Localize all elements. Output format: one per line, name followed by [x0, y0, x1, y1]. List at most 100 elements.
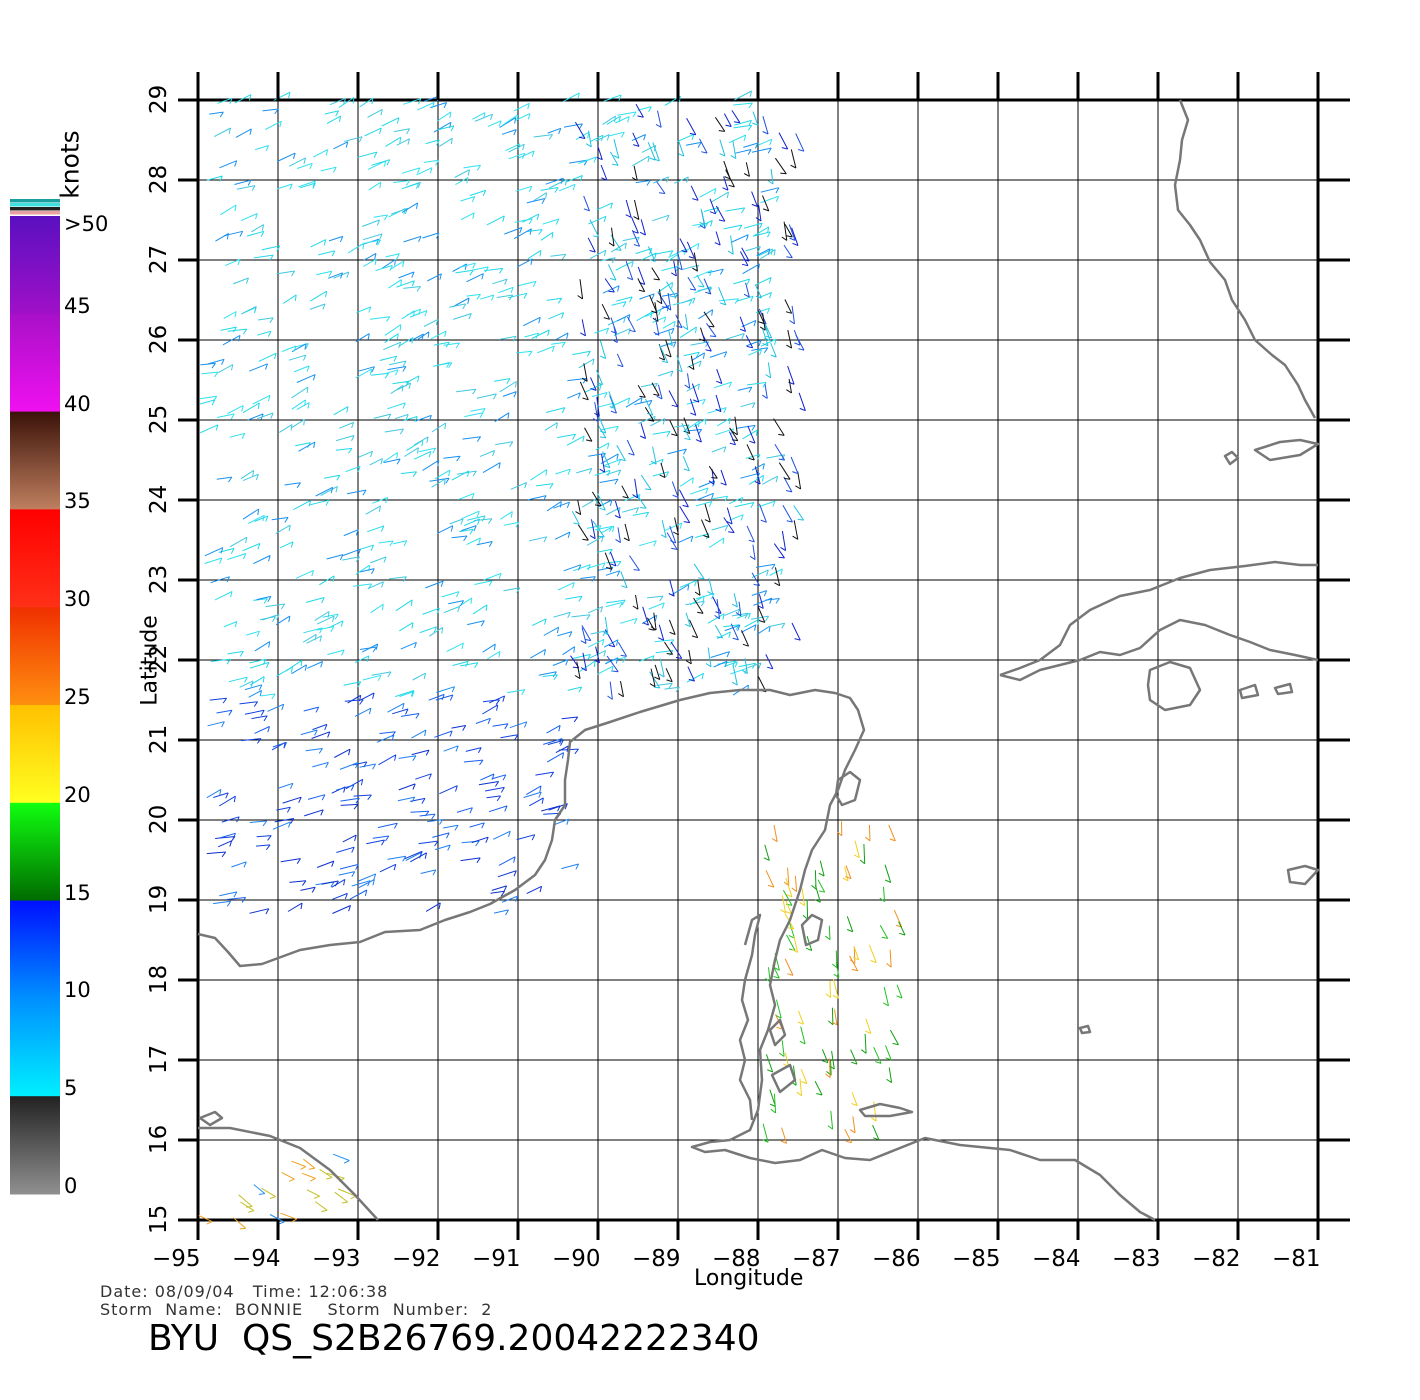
wind-barb [730, 623, 739, 641]
wind-barb [516, 258, 533, 268]
wind-barb [694, 580, 698, 587]
wind-barb [659, 344, 669, 363]
wind-barb [279, 424, 293, 433]
wind-barb [267, 703, 284, 712]
wind-barb [697, 243, 700, 250]
wind-barb [787, 973, 794, 976]
wind-barb [429, 626, 443, 637]
wind-barb [431, 102, 435, 109]
wind-barb [303, 627, 323, 634]
wind-barb [730, 234, 749, 243]
wind-barb [614, 515, 621, 519]
wind-barb [472, 212, 475, 219]
wind-barb [233, 891, 238, 898]
wind-barb [679, 326, 697, 339]
wind-barb [686, 241, 696, 259]
wind-barb [594, 327, 609, 334]
wind-barb [346, 271, 350, 278]
wind-barb [610, 242, 627, 253]
wind-barb [436, 111, 452, 122]
wind-barb [638, 415, 656, 424]
wind-barb [516, 113, 531, 121]
wind-barb [638, 655, 655, 662]
wind-barb [564, 179, 568, 186]
wind-barb [762, 342, 769, 347]
wind-barb [395, 599, 413, 612]
wind-barb [410, 810, 429, 813]
wind-barb [786, 893, 793, 898]
wind-barb [305, 343, 309, 350]
wind-barb [699, 187, 717, 198]
wind-barb [653, 612, 657, 631]
wind-barb [750, 502, 755, 508]
wind-barb [785, 877, 793, 897]
wind-barb [316, 626, 335, 631]
wind-barb [394, 259, 396, 266]
wind-barb [572, 434, 577, 440]
wind-barb [698, 480, 715, 488]
wind-barb [751, 615, 769, 620]
wind-barb [444, 422, 447, 429]
wind-barb [722, 537, 725, 544]
wind-barb [755, 307, 770, 314]
wind-barb [602, 630, 607, 637]
wind-barb [466, 537, 481, 546]
wind-barb [775, 476, 779, 483]
wind-barb [580, 576, 596, 579]
wind-barb [670, 540, 676, 544]
wind-barb [684, 623, 691, 628]
lat-tick-label: 23 [146, 564, 172, 594]
wind-barb [739, 328, 746, 332]
wind-barb [516, 834, 535, 841]
wind-barb [544, 422, 558, 431]
wind-barb [382, 452, 398, 463]
wind-barb [328, 272, 343, 279]
wind-barb [226, 659, 231, 665]
wind-barb [690, 341, 709, 346]
wind-barb [759, 326, 766, 331]
wind-barb [741, 333, 745, 340]
wind-barb [742, 643, 749, 647]
wind-barb [449, 730, 453, 737]
wind-barb [585, 143, 592, 148]
wind-barb [709, 351, 727, 358]
wind-barb [354, 707, 372, 717]
wind-barb [361, 219, 380, 227]
wind-barb [539, 785, 542, 792]
wind-barb [434, 840, 439, 847]
wind-barb [265, 145, 270, 152]
wind-barb [405, 708, 409, 715]
wind-barb [762, 116, 769, 135]
wind-barb [419, 852, 422, 859]
colorbar-label: 5 [64, 1076, 78, 1101]
wind-barb [691, 352, 705, 362]
wind-barb [822, 1060, 829, 1064]
wind-barb [814, 1080, 823, 1096]
wind-barb [703, 311, 715, 328]
wind-barb [711, 309, 714, 316]
wind-barb [229, 432, 245, 438]
wind-barb [254, 515, 268, 522]
wind-barb [221, 359, 225, 365]
wind-barb [309, 1177, 316, 1182]
wind-barb [510, 287, 514, 294]
wind-barb [275, 524, 291, 535]
wind-barb [603, 465, 611, 469]
wind-barb [800, 1026, 806, 1045]
wind-barb [247, 179, 252, 186]
wind-barb [241, 433, 246, 440]
wind-barb [499, 381, 517, 393]
wind-barb [604, 616, 609, 635]
wind-barb [790, 149, 797, 169]
wind-barb [686, 117, 697, 135]
wind-barb [551, 232, 554, 239]
wind-barb [758, 321, 765, 325]
wind-barb [611, 339, 618, 344]
wind-barb [366, 655, 370, 662]
wind-barb [599, 340, 607, 359]
wind-barb [794, 875, 798, 892]
wind-barb [722, 187, 729, 191]
wind-barb [254, 641, 270, 652]
wind-barb [492, 723, 509, 727]
wind-barb [472, 112, 486, 120]
